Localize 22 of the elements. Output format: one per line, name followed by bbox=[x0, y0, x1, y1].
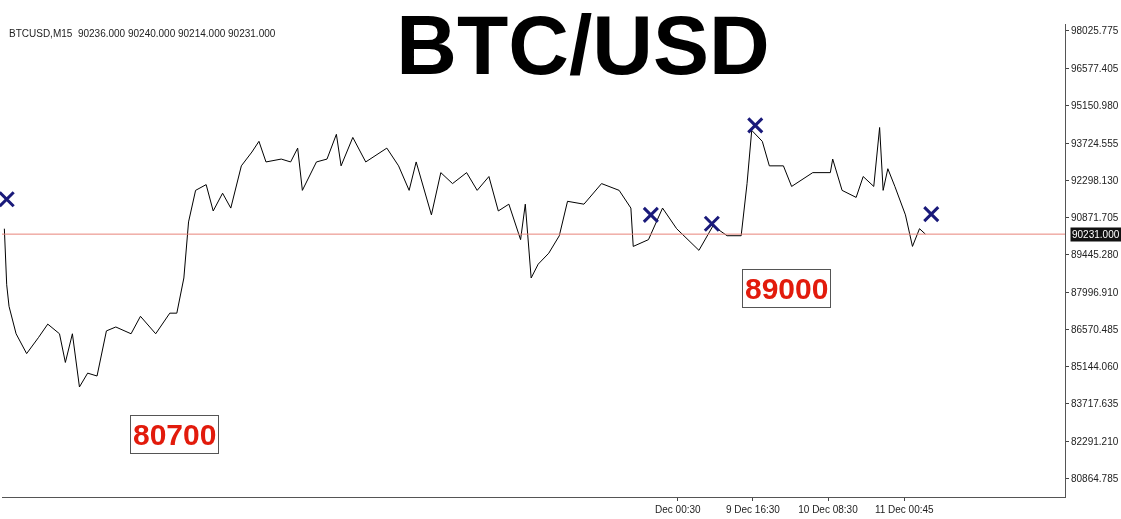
y-tick-label: 83717.635 bbox=[1071, 398, 1119, 410]
y-tick-label: 98025.775 bbox=[1071, 25, 1119, 37]
chart-title: BTC/USD bbox=[396, 0, 770, 93]
y-tick-label: 89445.280 bbox=[1071, 249, 1119, 261]
y-tick-label: 80864.785 bbox=[1071, 472, 1119, 484]
y-tick-label: 82291.210 bbox=[1071, 435, 1119, 447]
y-tick-label: 92298.130 bbox=[1071, 174, 1119, 186]
ref-line-label: 90231.000 bbox=[1072, 229, 1120, 240]
x-tick-label: 10 Dec 08:30 bbox=[798, 504, 859, 515]
y-tick-label: 93724.555 bbox=[1071, 137, 1119, 149]
annotation: 89000 bbox=[745, 272, 829, 305]
y-tick-label: 95150.980 bbox=[1071, 100, 1119, 112]
y-tick-label: 90871.705 bbox=[1071, 211, 1119, 223]
annotation: 80700 bbox=[133, 418, 217, 451]
y-tick-label: 87996.910 bbox=[1071, 286, 1119, 298]
x-tick-label: 9 Dec 16:30 bbox=[725, 504, 781, 515]
y-tick-label: 85144.060 bbox=[1071, 361, 1119, 373]
x-tick-label: Dec 00:30 bbox=[655, 504, 702, 515]
x-tick-label: 11 Dec 00:45 bbox=[874, 504, 935, 515]
y-tick-label: 86570.485 bbox=[1071, 324, 1119, 336]
chart-subtitle: BTCUSD,M15 90236.000 90240.000 90214.000 90231.000 bbox=[9, 28, 276, 39]
y-tick-label: 96577.405 bbox=[1071, 63, 1119, 75]
